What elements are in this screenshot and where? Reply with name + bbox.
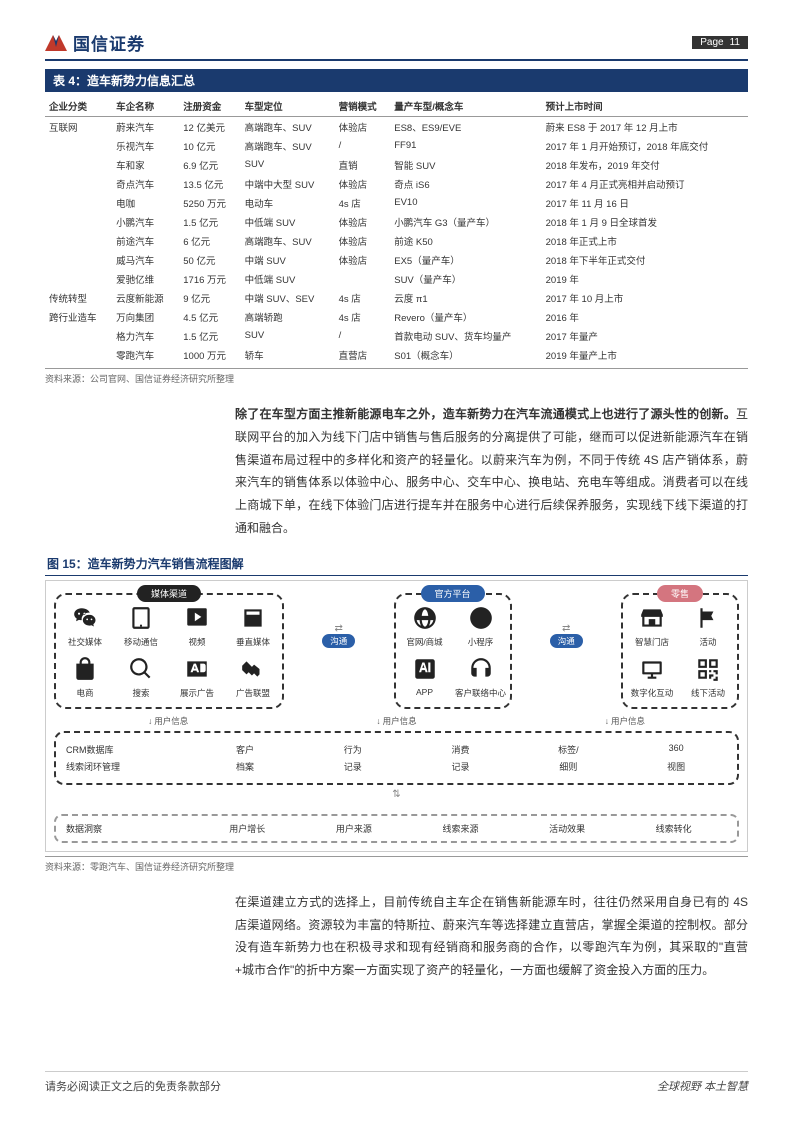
search-icon (126, 654, 156, 684)
play-icon (182, 603, 212, 633)
icon-label: 展示广告 (180, 687, 214, 699)
down-arrow-icon: ⇅ (54, 789, 739, 800)
icon-label: 活动 (699, 636, 716, 648)
figure15-source: 资料来源：零跑汽车、国信证券经济研究所整理 (45, 856, 748, 873)
connector: ⇄沟通 (290, 593, 388, 648)
flag-icon (693, 603, 723, 633)
icon-label: 移动通信 (124, 636, 158, 648)
diagram-top-groups: 媒体渠道社交媒体移动通信视频垂直媒体电商搜索展示广告广告联盟⇄沟通官方平台官网/… (54, 593, 739, 709)
icon-label: 客户联络中心 (455, 687, 506, 699)
footer-right: 全球视野 本土智慧 (657, 1078, 748, 1094)
icon-cell: 活动 (685, 603, 731, 648)
connector: ⇄沟通 (518, 593, 616, 648)
figure15-title: 图 15：造车新势力汽车销售流程图解 (45, 552, 748, 576)
group-box-2: 零售智慧门店活动数字化互动线下活动 (621, 593, 739, 709)
icon-label: 数字化互动 (631, 687, 674, 699)
news-icon (238, 603, 268, 633)
header: 国信证券 Page11 (45, 30, 748, 61)
icon-label: 线下活动 (691, 687, 725, 699)
group-badge: 零售 (657, 585, 703, 602)
footer: 请务必阅读正文之后的免责条款部分 全球视野 本土智慧 (45, 1071, 748, 1094)
icon-label: 官网/商城 (406, 636, 442, 648)
icon-cell: 小程序 (458, 603, 504, 648)
handshake-icon (238, 654, 268, 684)
group-badge: 媒体渠道 (137, 585, 201, 602)
icon-cell: 垂直媒体 (230, 603, 276, 648)
headset-icon (466, 654, 496, 684)
group-box-0: 媒体渠道社交媒体移动通信视频垂直媒体电商搜索展示广告广告联盟 (54, 593, 284, 709)
icon-label: 垂直媒体 (236, 636, 270, 648)
icon-label: APP (416, 687, 433, 697)
table4-title: 表 4：造车新势力信息汇总 (45, 69, 748, 92)
store-icon (637, 603, 667, 633)
icon-label: 智慧门店 (635, 636, 669, 648)
group-badge: 官方平台 (420, 585, 484, 602)
icon-cell: 官网/商城 (402, 603, 448, 648)
paragraph-2: 在渠道建立方式的选择上，目前传统自主车企在销售新能源车时，往往仍然采用自身已有的… (235, 891, 748, 982)
paragraph-1: 除了在车型方面主推新能源电车之外，造车新势力在汽车流通模式上也进行了源头性的创新… (235, 403, 748, 540)
icon-cell: 广告联盟 (230, 654, 276, 699)
icon-label: 广告联盟 (236, 687, 270, 699)
globe-icon (410, 603, 440, 633)
logo: 国信证券 (45, 30, 145, 55)
qr-icon (693, 654, 723, 684)
table4: 企业分类车企名称注册资金车型定位营销模式量产车型/概念车预计上市时间 互联网蔚来… (45, 96, 748, 364)
icon-cell: 展示广告 (174, 654, 220, 699)
icon-cell: 视频 (174, 603, 220, 648)
device-icon (637, 654, 667, 684)
insight-band: 数据洞察用户增长用户来源线索来源活动效果线索转化 (54, 814, 739, 843)
footer-left: 请务必阅读正文之后的免责条款部分 (45, 1078, 221, 1094)
logo-icon (45, 35, 67, 51)
icon-label: 小程序 (468, 636, 494, 648)
flow-down-row: 用户信息 用户信息 用户信息 (54, 715, 739, 727)
app-icon (410, 654, 440, 684)
icon-cell: 智慧门店 (629, 603, 675, 648)
miniapp-icon (466, 603, 496, 633)
icon-cell: 数字化互动 (629, 654, 675, 699)
bag-icon (70, 654, 100, 684)
wechat-icon (70, 603, 100, 633)
figure15-diagram: 媒体渠道社交媒体 移动通信 视频 垂直媒体电商 搜索 展示广告 广告联盟 ⇄沟通 官方平台官网/… (45, 580, 748, 852)
group-box-1: 官方平台官网/商城小程序APP客户联络中心 (394, 593, 512, 709)
icon-cell: 社交媒体 (62, 603, 108, 648)
tablet-icon (126, 603, 156, 633)
ad-icon (182, 654, 212, 684)
icon-cell: 客户联络中心 (458, 654, 504, 699)
icon-label: 视频 (188, 636, 205, 648)
icon-cell: 移动通信 (118, 603, 164, 648)
icon-cell: APP (402, 654, 448, 699)
page: 国信证券 Page11 表 4：造车新势力信息汇总 企业分类车企名称注册资金车型… (0, 0, 793, 1122)
icon-label: 搜索 (132, 687, 149, 699)
company-name: 国信证券 (73, 30, 145, 55)
icon-label: 电商 (76, 687, 93, 699)
icon-cell: 电商 (62, 654, 108, 699)
icon-label: 社交媒体 (68, 636, 102, 648)
mid-band: CRM数据库客户行为消费标签/360线索闭环管理档案记录记录细则视图 (54, 731, 739, 785)
table4-source: 资料来源：公司官网、国信证券经济研究所整理 (45, 368, 748, 385)
icon-cell: 线下活动 (685, 654, 731, 699)
page-number: Page11 (692, 36, 748, 49)
icon-cell: 搜索 (118, 654, 164, 699)
